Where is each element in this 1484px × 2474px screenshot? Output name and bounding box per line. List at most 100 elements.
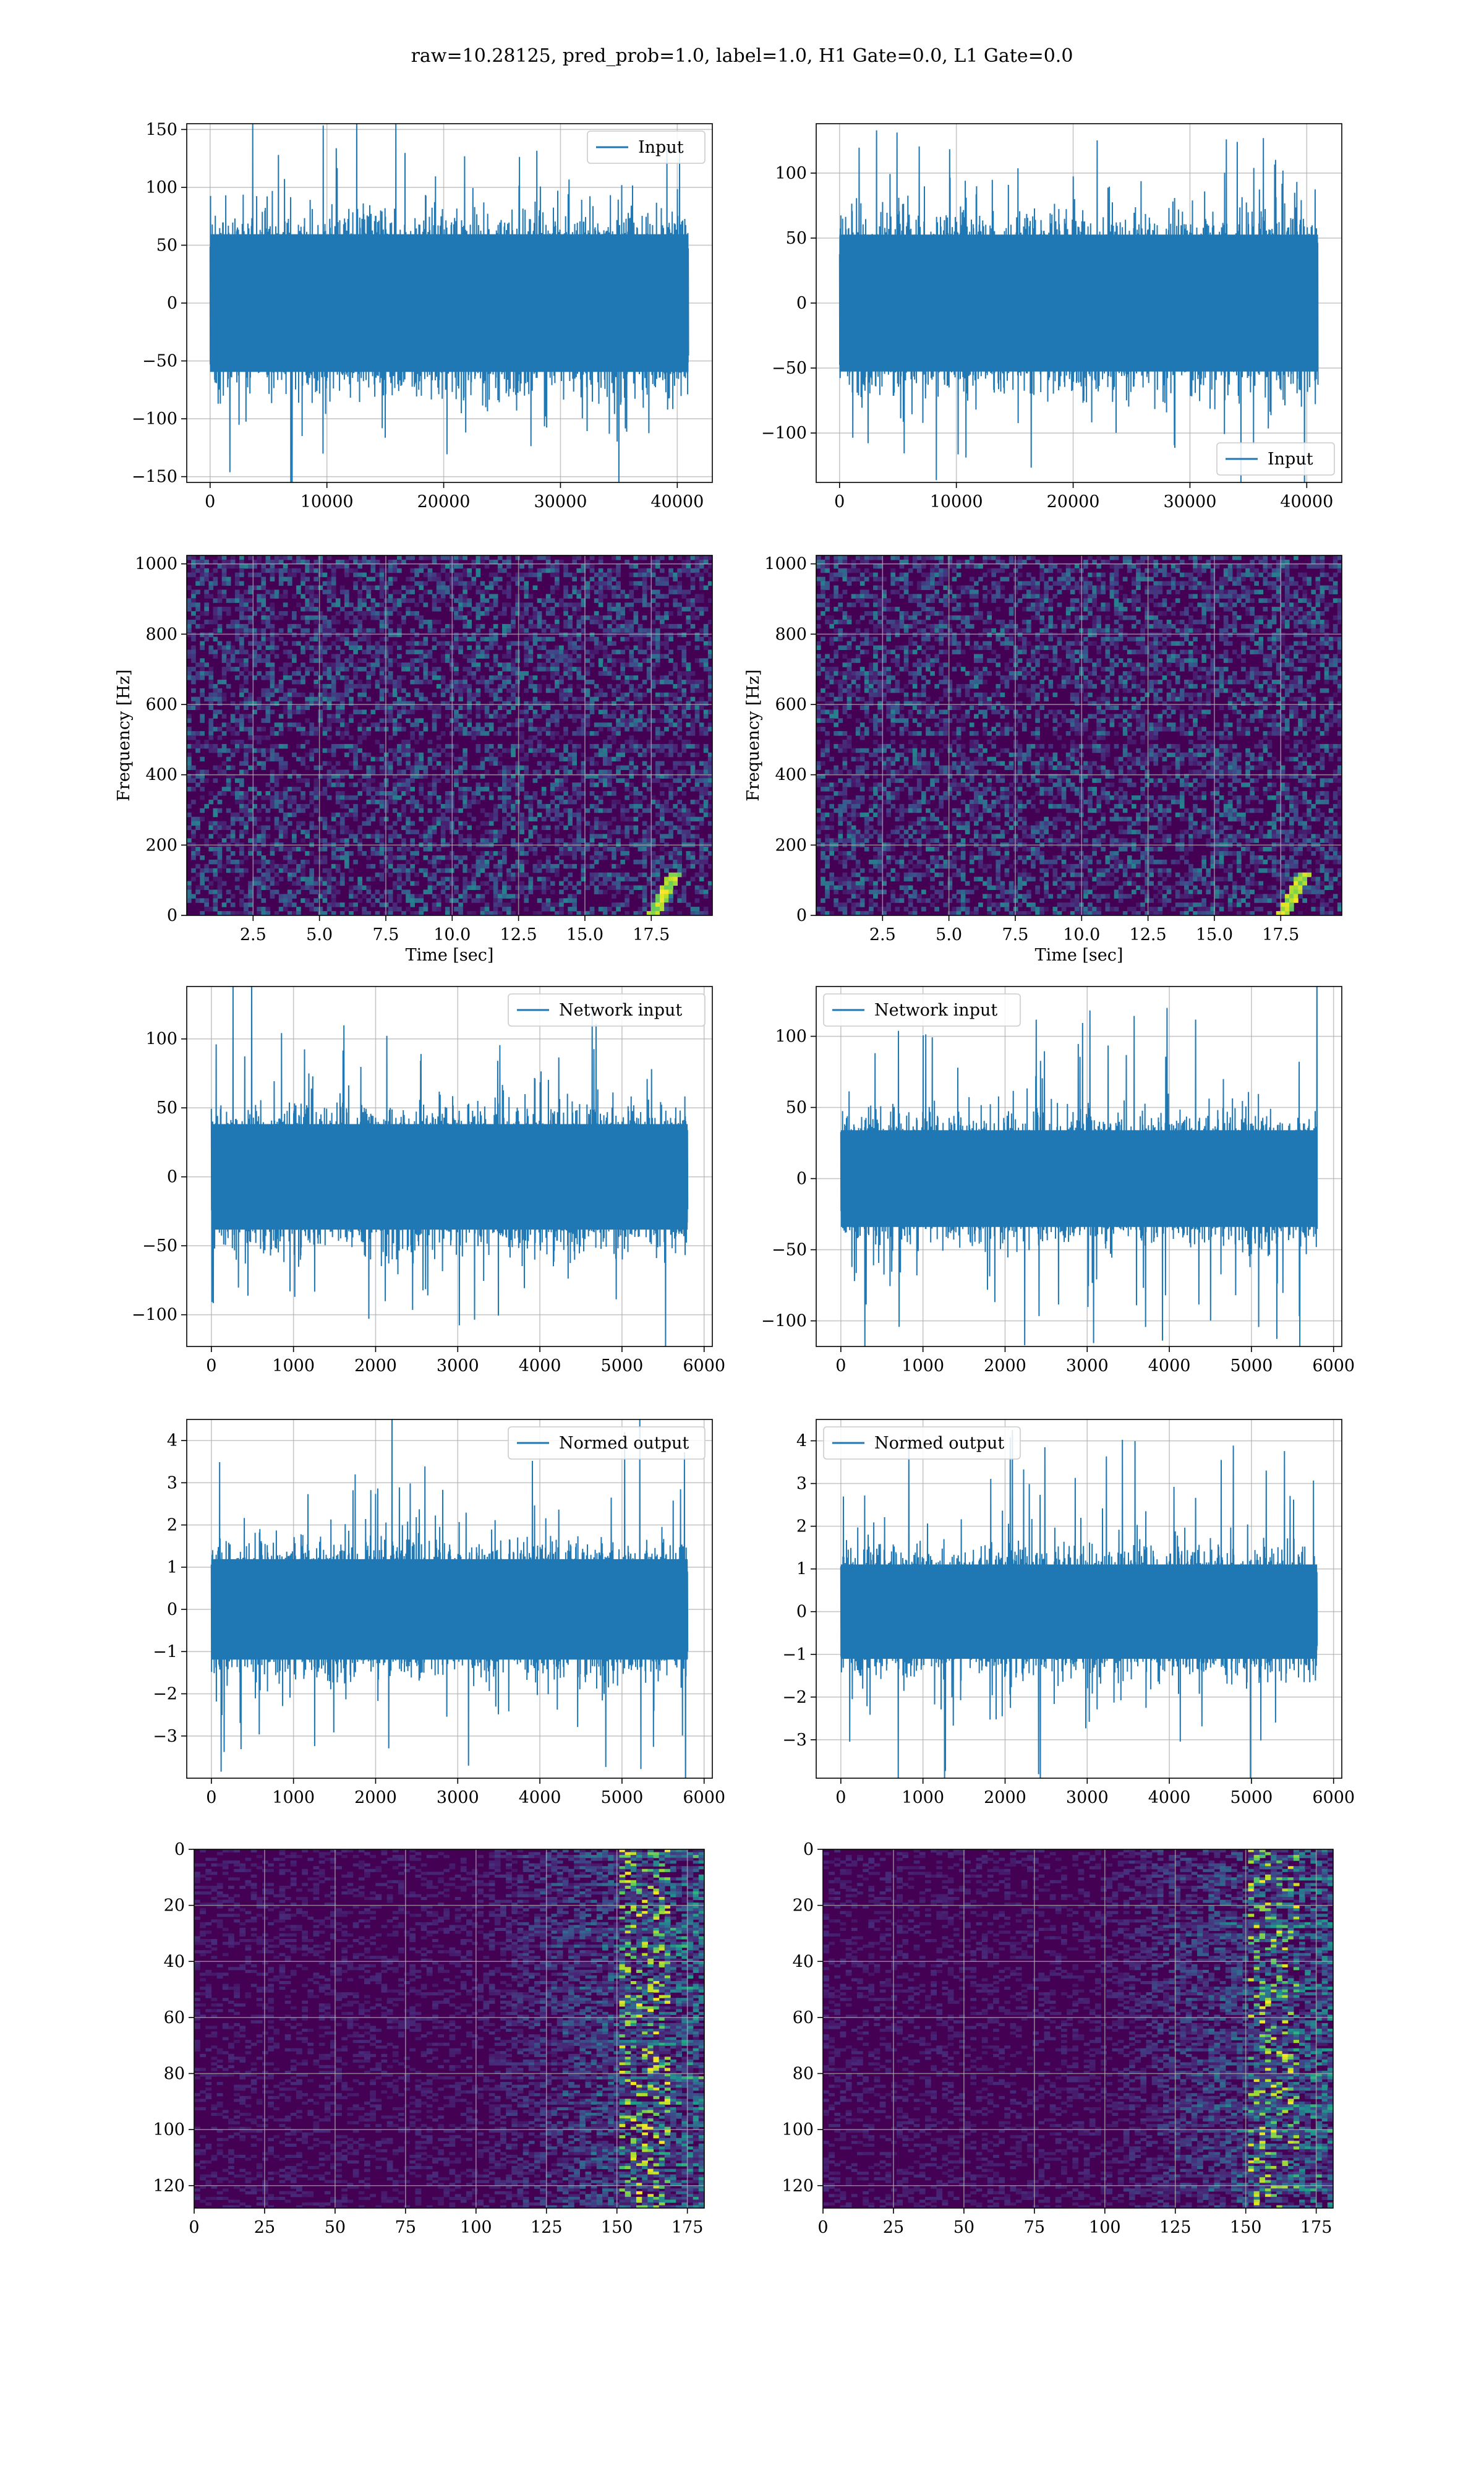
x-tick-label: 4000	[519, 1788, 561, 1807]
y-tick-label: −50	[142, 352, 177, 371]
y-tick-label: 2	[796, 1517, 807, 1536]
axes-frame	[822, 1849, 1334, 2209]
y-tick-label: −3	[153, 1727, 177, 1746]
y-tick-label: −2	[782, 1688, 807, 1707]
x-tick-label: 0	[205, 492, 215, 511]
axes-frame	[194, 1849, 705, 2209]
x-tick-label: 0	[189, 2218, 199, 2237]
y-tick-label: 0	[167, 294, 177, 313]
y-tick-label: 40	[793, 1952, 814, 1971]
x-tick-label: 40000	[650, 492, 704, 511]
axes-frame	[816, 1419, 1342, 1779]
x-tick-label: 2000	[984, 1788, 1026, 1807]
x-tick-label: 12.5	[1130, 925, 1167, 944]
legend: Normed output	[823, 1426, 1021, 1460]
heatmap-cells	[816, 555, 1342, 915]
series-band-net-l1	[840, 1130, 1318, 1227]
y-tick-label: 200	[775, 836, 807, 855]
y-tick-label: 0	[796, 1170, 807, 1189]
x-tick-label: 75	[395, 2218, 416, 2237]
heatmap-cells	[823, 1849, 1333, 2208]
axes-frame	[816, 555, 1342, 916]
y-tick-label: 80	[793, 2065, 814, 2084]
x-tick-label: 5000	[601, 1356, 644, 1376]
y-tick-label: −100	[132, 1306, 177, 1325]
series-band-net-h1	[211, 1124, 688, 1230]
axes-frame	[186, 555, 713, 916]
x-tick-label: 50	[953, 2218, 974, 2237]
x-tick-label: 2000	[354, 1788, 397, 1807]
y-tick-label: 100	[775, 1027, 807, 1047]
y-tick-label: −50	[772, 359, 807, 378]
chart-map-l1: 0 25 50 75 100 125 150 175 0 20 40 60 80 100 120	[782, 1840, 1334, 2237]
x-tick-label: 10000	[301, 492, 354, 511]
grid	[187, 555, 712, 916]
y-tick-label: −50	[772, 1241, 807, 1260]
y-tick-label: 800	[775, 625, 807, 644]
y-tick-label: 50	[156, 1098, 177, 1118]
x-tick-label: 175	[672, 2218, 704, 2237]
y-tick-label: 400	[145, 766, 177, 785]
axes-frame	[816, 986, 1342, 1347]
chart-net-l1: 0 1000 2000 3000 4000 5000 6000 −100 −50 0 50 100 Ne…	[761, 986, 1355, 1376]
x-tick-label: 5.0	[306, 925, 333, 944]
y-tick-label: 1	[796, 1560, 807, 1579]
legend: Input	[587, 131, 706, 164]
y-tick-label: 400	[775, 766, 807, 785]
x-tick-label: 7.5	[1002, 925, 1028, 944]
x-axis-label: Time [sec]	[1035, 946, 1124, 965]
y-tick-label: −100	[132, 409, 177, 429]
x-tick-label: 6000	[683, 1788, 725, 1807]
y-tick-label: 80	[164, 2065, 185, 2084]
y-tick-label: 600	[145, 695, 177, 714]
y-tick-label: 20	[164, 1896, 185, 1915]
chart-input-h1: 0 10000 20000 30000 40000 −150 −100 −50 0 50 100 15…	[132, 120, 713, 511]
x-tick-label: 10.0	[1063, 925, 1100, 944]
y-tick-label: 0	[796, 906, 807, 925]
x-tick-label: 40000	[1280, 492, 1333, 511]
chart-map-h1: 0 25 50 75 100 125 150 175 0 20 40 60 80 100 120	[153, 1840, 705, 2237]
legend: Network input	[823, 993, 1021, 1027]
y-tick-label: 2	[167, 1516, 177, 1535]
y-tick-label: 200	[145, 836, 177, 855]
y-tick-label: 0	[796, 1603, 807, 1622]
y-tick-label: 50	[786, 229, 807, 248]
x-tick-label: 0	[206, 1788, 216, 1807]
y-tick-label: 60	[793, 2008, 814, 2027]
x-tick-label: 15.0	[566, 925, 603, 944]
y-tick-label: 0	[167, 1600, 177, 1619]
y-tick-label: −1	[782, 1645, 807, 1664]
x-tick-label: 2000	[984, 1356, 1026, 1376]
series-band-norm-l1	[840, 1564, 1318, 1659]
y-tick-label: 120	[153, 2177, 185, 2196]
y-tick-label: −2	[153, 1685, 177, 1704]
heatmap-cells	[194, 1849, 704, 2208]
x-tick-label: 5000	[601, 1788, 644, 1807]
y-tick-label: 100	[145, 1030, 177, 1049]
y-tick-label: −50	[142, 1236, 177, 1256]
x-tick-label: 50	[325, 2218, 346, 2237]
x-tick-label: 3000	[1066, 1356, 1109, 1376]
y-tick-label: −1	[153, 1642, 177, 1661]
y-tick-label: 3	[796, 1475, 807, 1494]
y-tick-label: 150	[145, 120, 177, 139]
x-tick-label: 17.5	[1262, 925, 1299, 944]
x-tick-label: 1000	[272, 1356, 315, 1376]
y-tick-label: 1	[167, 1558, 177, 1577]
y-tick-label: 60	[164, 2008, 185, 2027]
x-tick-label: 4000	[1148, 1788, 1191, 1807]
legend-label: Normed output	[559, 1434, 689, 1453]
x-tick-label: 25	[254, 2218, 275, 2237]
x-tick-label: 15.0	[1196, 925, 1233, 944]
y-tick-label: 50	[786, 1098, 807, 1118]
x-tick-label: 12.5	[500, 925, 537, 944]
panels: 0 10000 20000 30000 40000−150−100−5005010015…	[114, 120, 1355, 2237]
chart-net-h1: 0 1000 2000 3000 4000 5000 6000 −100 −50 0 50 100 Ne…	[132, 986, 725, 1376]
x-tick-label: 125	[531, 2218, 563, 2237]
x-tick-label: 20000	[1047, 492, 1100, 511]
y-tick-label: 40	[164, 1952, 185, 1971]
x-tick-label: 5000	[1230, 1788, 1273, 1807]
x-tick-label: 125	[1159, 2218, 1192, 2237]
y-tick-label: 20	[793, 1896, 814, 1915]
x-tick-label: 5.0	[936, 925, 962, 944]
